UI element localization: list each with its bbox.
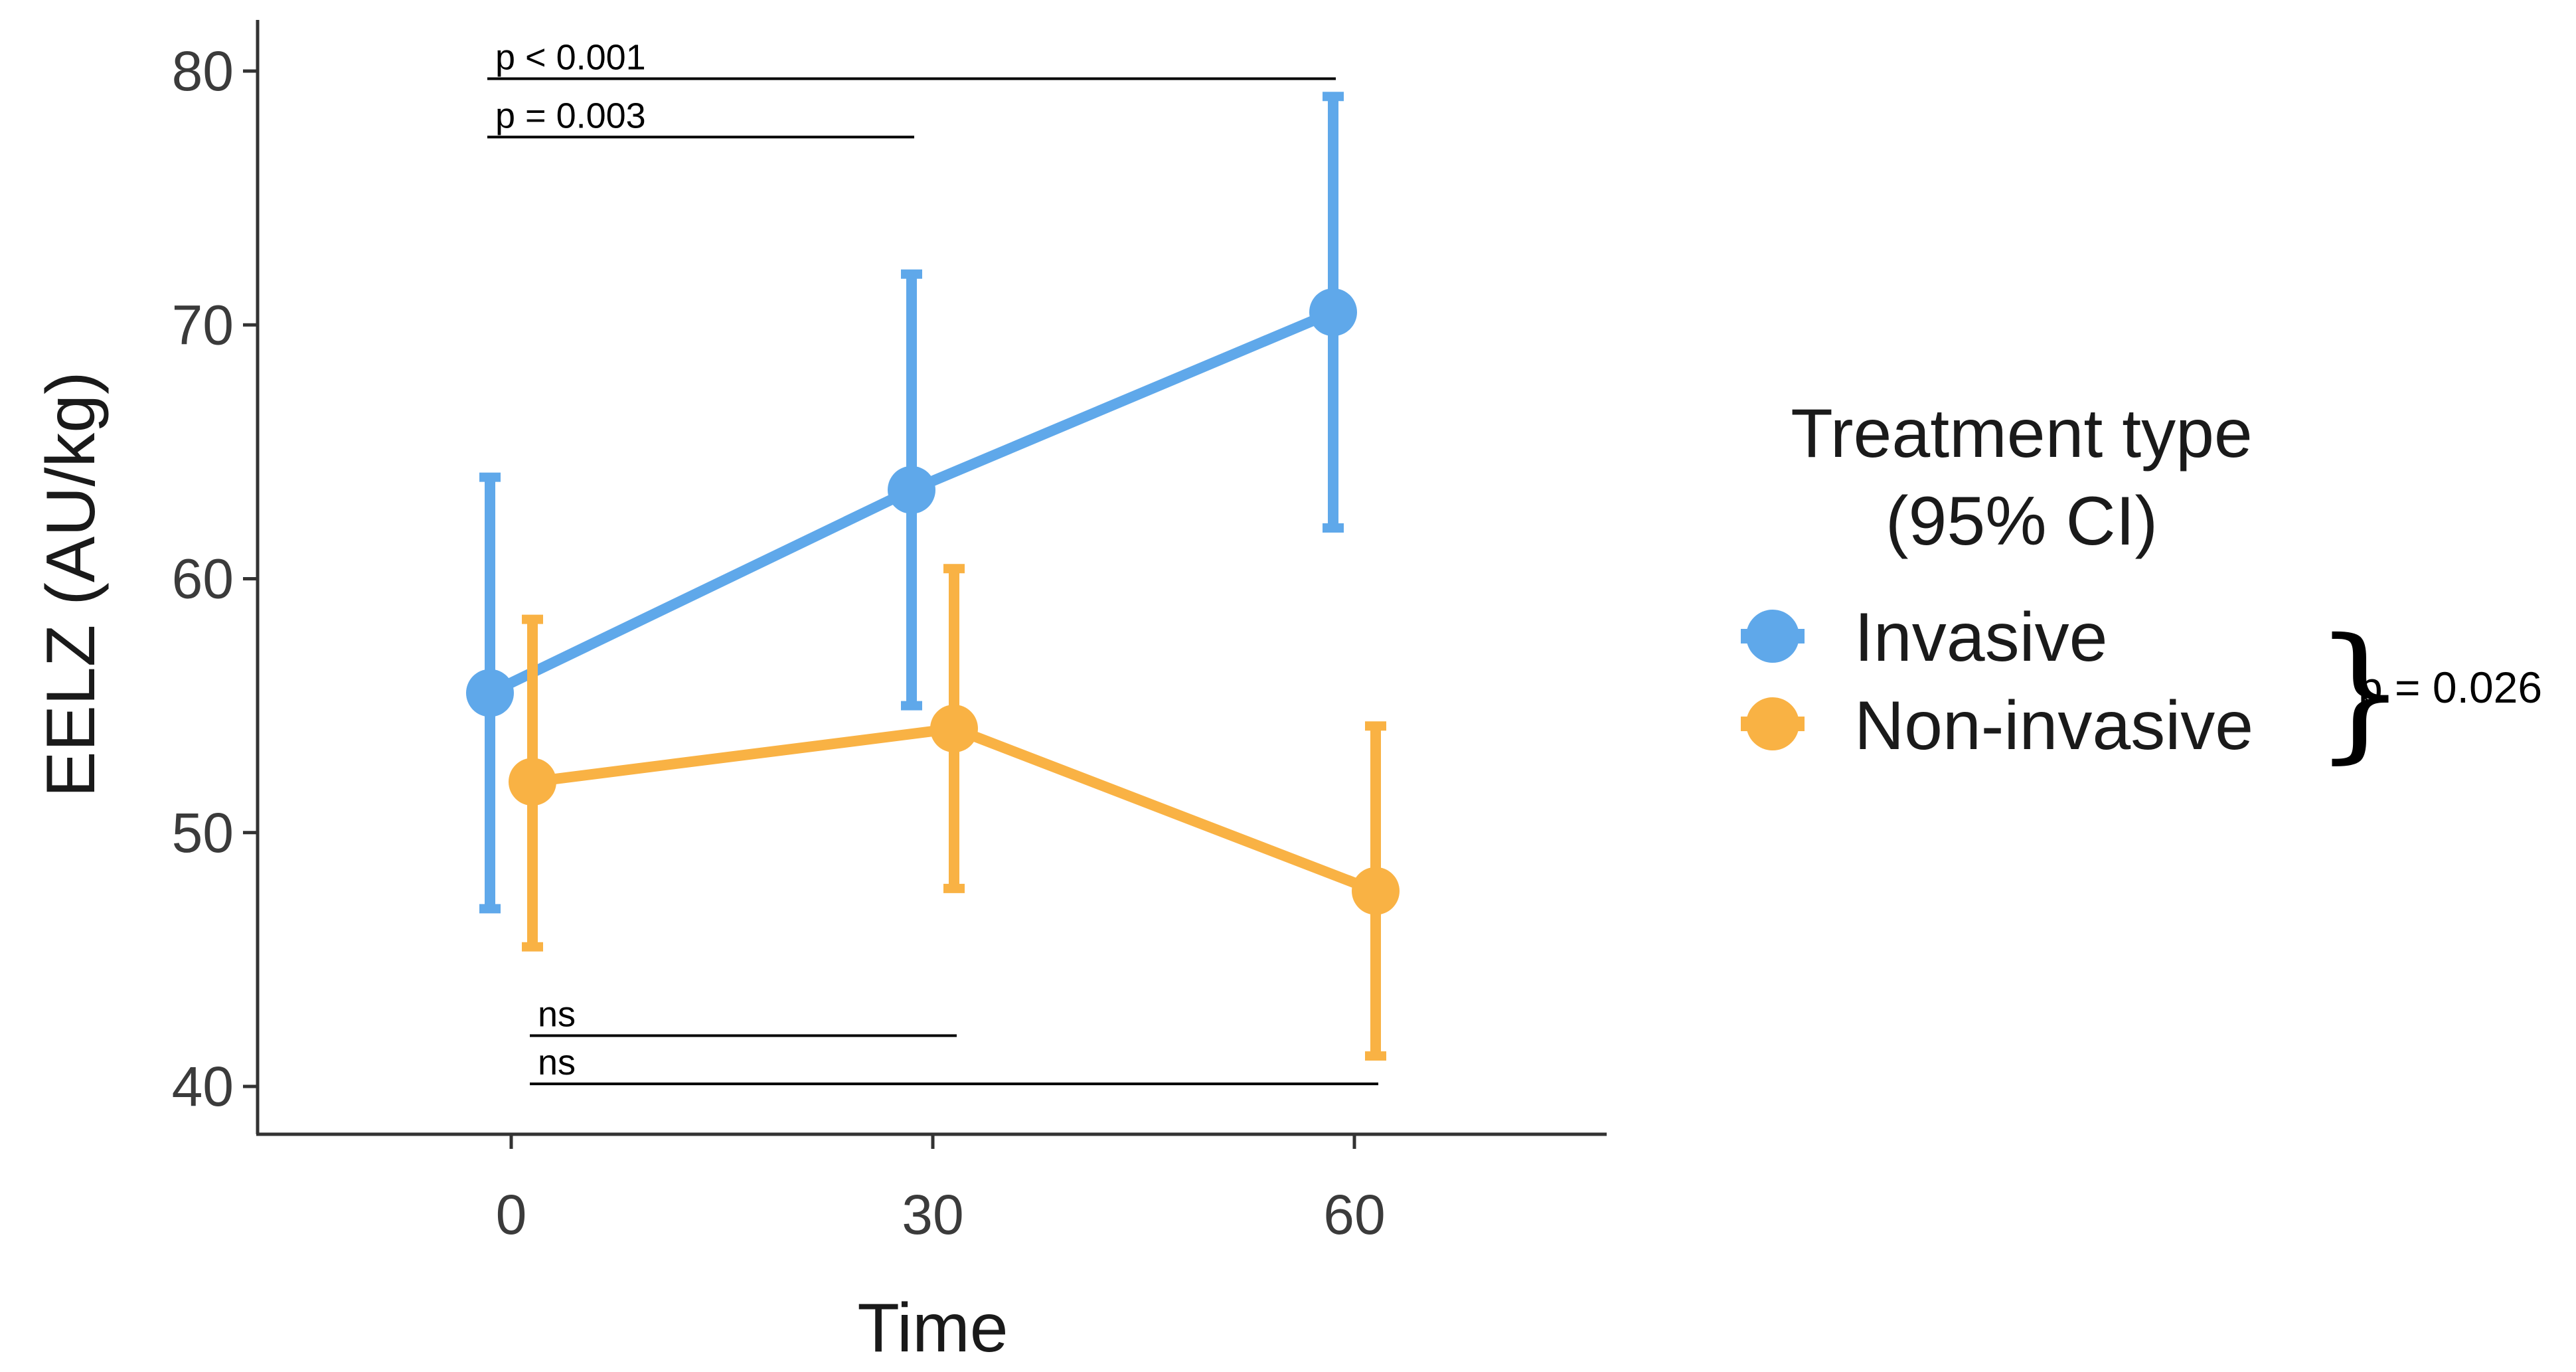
legend-label-non-invasive: Non-invasive <box>1854 687 2253 764</box>
legend: Treatment type (95% CI) Invasive Non-inv… <box>1741 395 2542 777</box>
axes: 40 50 60 70 80 0 30 60 <box>172 20 1607 1246</box>
legend-item-non-invasive[interactable]: Non-invasive <box>1741 687 2253 764</box>
legend-title: Treatment type <box>1791 395 2253 472</box>
x-tick-label: 60 <box>1323 1183 1385 1246</box>
data-point[interactable] <box>466 669 514 717</box>
comparison-brackets: p < 0.001 p = 0.003 ns ns <box>487 37 1378 1086</box>
legend-subtitle: (95% CI) <box>1886 483 2158 560</box>
data-point[interactable] <box>1352 867 1400 915</box>
group-test-p-value: p = 0.026 <box>2358 663 2542 712</box>
x-tick-label: 0 <box>496 1183 527 1246</box>
series-invasive <box>466 92 1357 914</box>
data-point[interactable] <box>1309 288 1357 337</box>
x-axis-title: Time <box>857 1290 1008 1367</box>
y-tick-label: 50 <box>172 802 234 864</box>
data-point[interactable] <box>930 705 978 753</box>
data-point[interactable] <box>888 466 935 514</box>
comparison-label: p = 0.003 <box>495 96 646 135</box>
comparison-label: p < 0.001 <box>495 37 646 77</box>
legend-label-invasive: Invasive <box>1854 599 2108 676</box>
legend-key-point-invasive <box>1746 610 1799 663</box>
comparison-label: ns <box>538 995 576 1035</box>
group-test-brace: } <box>2314 607 2407 777</box>
legend-key-point-non-invasive <box>1746 697 1799 750</box>
y-tick-label: 40 <box>172 1055 234 1118</box>
y-tick-label: 70 <box>172 294 234 356</box>
y-tick-label: 80 <box>172 40 234 102</box>
legend-item-invasive[interactable]: Invasive <box>1741 599 2108 676</box>
y-tick-label: 60 <box>172 548 234 610</box>
series-layer <box>466 92 1400 1061</box>
data-point[interactable] <box>509 758 556 806</box>
comparison-label: ns <box>538 1043 576 1082</box>
x-tick-label: 30 <box>902 1183 963 1246</box>
y-axis-title: EELZ (AU/kg) <box>33 371 110 797</box>
series-non-invasive <box>509 564 1400 1061</box>
